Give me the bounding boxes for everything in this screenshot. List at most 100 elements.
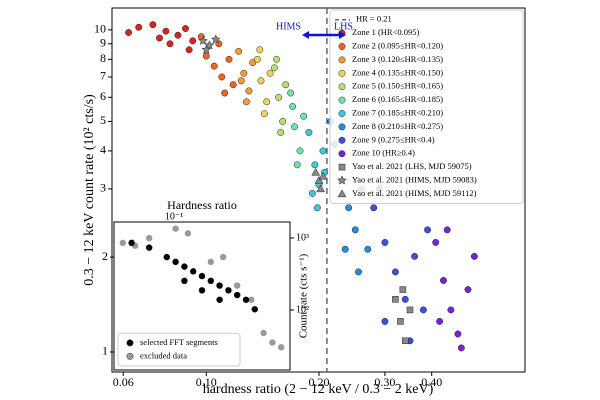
point: [190, 268, 197, 275]
point: [319, 147, 327, 155]
point: [207, 277, 214, 285]
point: [338, 163, 346, 171]
point: [351, 226, 359, 234]
point: [174, 31, 182, 39]
series: [235, 47, 257, 106]
point: [128, 239, 135, 247]
legend-label: Zone 8 (0.210≤HR<0.275): [352, 121, 443, 131]
point: [300, 112, 308, 120]
point: [126, 352, 134, 360]
y-tick-label: 4: [100, 143, 106, 157]
offset-text: 10⁻¹: [165, 211, 183, 222]
point: [338, 123, 346, 131]
legend-box: [117, 332, 241, 367]
legend-label: Yao et al. 2021 (HIMS, MJD 59112): [352, 188, 477, 198]
series: [254, 46, 274, 118]
point: [338, 110, 346, 117]
point: [341, 245, 349, 253]
point: [257, 77, 265, 85]
y2-tick-label: 10²: [296, 304, 309, 315]
point: [305, 128, 313, 136]
point: [436, 317, 444, 325]
point: [245, 87, 253, 95]
point: [234, 282, 241, 289]
point: [424, 226, 432, 234]
point: [443, 226, 451, 234]
y-tick-label: 8: [100, 51, 106, 65]
series: [125, 21, 197, 54]
point: [126, 339, 134, 347]
point: [419, 306, 427, 314]
series: [287, 89, 308, 169]
point: [293, 161, 301, 169]
x-tick-label: 0.06: [113, 375, 134, 389]
point: [266, 69, 274, 77]
legend-label: Zone 5 (0.150≤HR<0.165): [352, 81, 443, 91]
point: [242, 296, 250, 303]
legend-label: Zone 1 (HR<0.095): [352, 27, 420, 37]
legend-label: Zone 4 (0.135≤HR<0.150): [352, 67, 443, 77]
point: [210, 34, 221, 44]
annotation: HIMS: [276, 21, 301, 32]
point: [355, 268, 362, 276]
point: [270, 64, 278, 72]
series: [311, 167, 328, 193]
point: [440, 276, 447, 284]
legend-label: Yao et al. 2021 (LHS, MJD 59075): [352, 161, 472, 171]
point: [219, 253, 227, 261]
point: [381, 238, 389, 246]
point: [318, 171, 328, 180]
y2-tick-label: 10³: [296, 232, 309, 243]
point: [235, 47, 243, 55]
point: [337, 189, 347, 198]
point: [218, 73, 226, 81]
legend-label: selected FFT segments: [140, 337, 218, 347]
point: [470, 252, 478, 260]
point: [225, 287, 232, 294]
point: [338, 150, 346, 158]
point: [149, 21, 157, 29]
point: [370, 204, 378, 212]
point: [457, 344, 465, 352]
point: [146, 234, 153, 242]
point: [249, 59, 257, 67]
point: [364, 245, 372, 253]
point: [251, 306, 258, 313]
legend-label: Zone 10 (HR≥0.4): [352, 148, 415, 158]
point: [381, 317, 389, 325]
y-tick-label: 10: [94, 22, 106, 36]
point: [166, 40, 174, 48]
point: [198, 272, 206, 280]
point: [240, 69, 248, 77]
point: [338, 69, 346, 77]
point: [225, 55, 233, 63]
point: [162, 27, 170, 35]
point: [263, 98, 271, 106]
y-tick-label: 9: [100, 36, 106, 50]
x-tick-label: 0.40: [421, 375, 442, 389]
point: [254, 55, 261, 63]
point: [216, 282, 223, 289]
legend-label: Zone 9 (0.275≤HR<0.4): [352, 134, 435, 144]
point: [392, 296, 399, 303]
y-tick-label: 2: [102, 249, 108, 263]
point: [234, 291, 241, 299]
point: [260, 329, 267, 337]
legend: HR = 0.21 Zone 1 (HR<0.095) Zone 2 (0.095≤…: [329, 9, 524, 205]
point: [146, 244, 153, 251]
point: [221, 89, 229, 97]
point: [464, 286, 472, 294]
legend-label: HR = 0.21: [356, 14, 392, 24]
point: [181, 263, 188, 270]
point: [391, 268, 399, 276]
series: [392, 286, 414, 345]
point: [198, 35, 208, 46]
point: [198, 287, 206, 294]
point: [454, 330, 462, 338]
point: [242, 98, 250, 106]
x-axis-label: hardness ratio (2 − 12 keV / 0.3 − 2 keV…: [203, 382, 434, 397]
y-axis-label: 0.3 − 12 keV count rate (10² cts/s): [82, 94, 97, 286]
legend-label: Yao et al. 2021 (HIMS, MJD 59083): [352, 174, 477, 184]
